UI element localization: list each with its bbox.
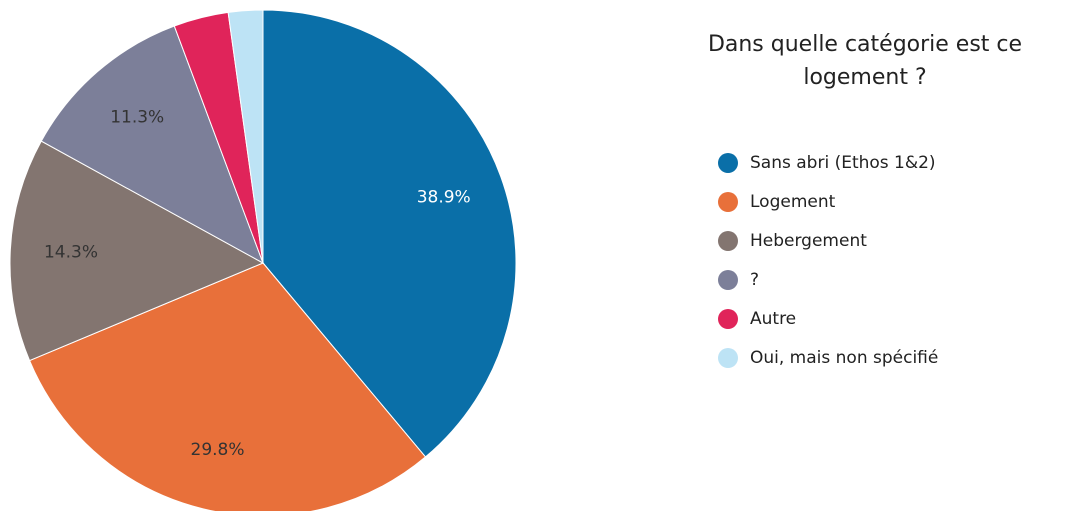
pie-slice <box>9 140 265 362</box>
chart-title: Dans quelle catégorie est ce logement ? <box>707 32 1023 90</box>
legend-swatch <box>718 192 738 212</box>
pie-slice <box>28 262 427 511</box>
pie-slice <box>227 9 264 264</box>
legend-swatch <box>718 231 738 251</box>
legend-label: Logement <box>750 192 836 212</box>
legend-label: Hebergement <box>750 231 867 251</box>
data-label: 38.9% <box>417 187 471 207</box>
legend-label: Autre <box>750 309 796 329</box>
data-label: 14.3% <box>44 243 98 263</box>
legend-label: Oui, mais non spécifié <box>750 348 938 368</box>
legend-label: ? <box>750 270 759 290</box>
legend-swatch <box>718 309 738 329</box>
legend-swatch <box>718 153 738 173</box>
pie-slice <box>262 9 517 458</box>
legend-swatch <box>718 348 738 368</box>
legend-swatch <box>718 270 738 290</box>
data-label: 29.8% <box>191 440 245 460</box>
legend-label: Sans abri (Ethos 1&2) <box>750 153 936 173</box>
data-label: 11.3% <box>110 108 164 128</box>
pie-slice <box>40 25 264 265</box>
